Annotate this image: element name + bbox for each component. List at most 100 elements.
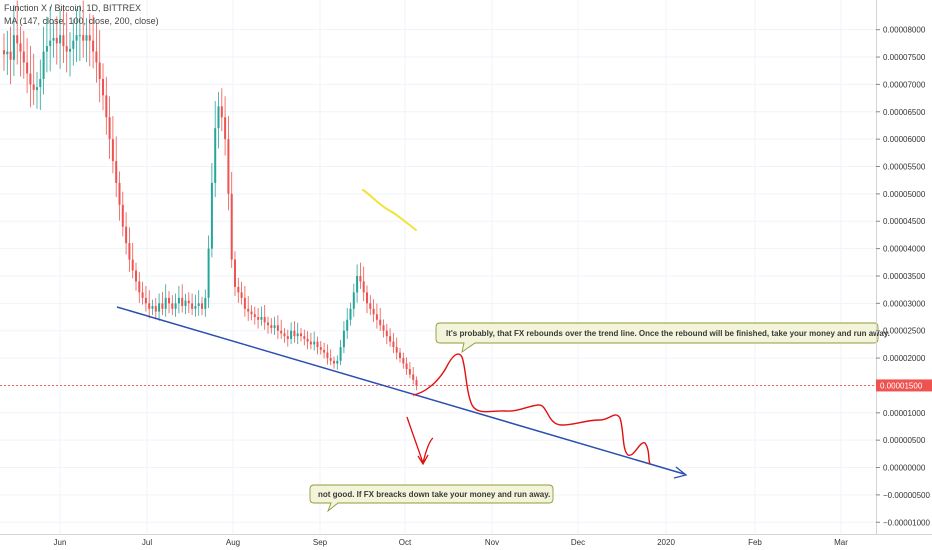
breakdown-arrow xyxy=(406,416,434,466)
x-tick-label: Feb xyxy=(748,538,762,547)
candle-body xyxy=(359,275,362,282)
candle-body xyxy=(201,303,203,309)
y-tick-label: 0.00002000 xyxy=(883,354,926,363)
candle-body xyxy=(267,322,269,326)
candle-body xyxy=(158,303,161,312)
candle-body xyxy=(9,51,12,60)
candle-body xyxy=(402,358,405,364)
candle-body xyxy=(164,297,167,309)
candle-body xyxy=(121,204,124,227)
y-tick-label: 0.00001000 xyxy=(883,409,926,418)
candle-body xyxy=(333,360,335,364)
rebound-note-text: It's probably, that FX rebounds over the… xyxy=(446,329,890,338)
candle-body xyxy=(326,352,329,359)
y-tick-label: −0.00000500 xyxy=(883,491,930,500)
candle-body xyxy=(366,292,368,304)
candle-body xyxy=(247,308,250,312)
candle-body xyxy=(399,352,401,359)
y-tick-label: 0.00004000 xyxy=(883,245,926,254)
candle-body xyxy=(194,306,197,309)
candle-body xyxy=(290,330,293,339)
candle-body xyxy=(111,139,114,162)
candle-body xyxy=(336,360,339,364)
x-tick-label: Mar xyxy=(834,538,848,547)
y-tick-label: 0.00004500 xyxy=(883,217,926,226)
x-tick-label: Jul xyxy=(142,538,152,547)
candle-body xyxy=(237,286,240,293)
rebound-path xyxy=(412,353,651,465)
candle-body xyxy=(240,292,243,298)
highlight-mark xyxy=(362,189,417,231)
candle-body xyxy=(300,333,302,337)
svg-text:0.00001500: 0.00001500 xyxy=(880,381,923,390)
candle-body xyxy=(375,314,378,320)
y-tick-label: 0.00002500 xyxy=(883,327,926,336)
candle-body xyxy=(313,341,316,345)
candle-body xyxy=(379,319,382,326)
y-tick-label: 0.00000500 xyxy=(883,436,926,445)
candle-body xyxy=(283,333,286,337)
price-axis[interactable]: 0.00008000 0.00007500 0.00007000 0.00006500… xyxy=(876,26,930,528)
candle-body xyxy=(19,43,22,52)
candle-body xyxy=(273,325,276,328)
candle-body xyxy=(36,87,38,90)
candle-body xyxy=(204,297,207,309)
candle-body xyxy=(108,117,111,140)
candle-body xyxy=(191,303,194,309)
y-tick-label: 0.00006500 xyxy=(883,108,926,117)
candle-body xyxy=(95,51,98,63)
x-tick-label: Aug xyxy=(226,538,240,547)
candle-body xyxy=(306,338,309,342)
candle-body xyxy=(346,319,349,331)
candle-body xyxy=(389,336,392,342)
candle-body xyxy=(234,259,236,287)
candle-body xyxy=(135,270,137,282)
candle-body xyxy=(45,46,48,52)
y-tick-label: −0.00001000 xyxy=(883,518,930,527)
y-tick-label: 0.00005000 xyxy=(883,190,926,199)
candle-body xyxy=(151,306,154,309)
candle-body xyxy=(168,297,170,304)
candle-body xyxy=(144,297,147,304)
candle-body xyxy=(316,341,319,348)
breakdown-note-text: not good. If FX breacks down take your m… xyxy=(318,490,550,499)
candle-body xyxy=(102,78,104,96)
candle-body xyxy=(250,311,253,315)
candle-body xyxy=(197,303,200,307)
y-tick-label: 0.00006000 xyxy=(883,135,926,144)
candle-body xyxy=(286,336,289,339)
y-tick-label: 0.00000000 xyxy=(883,464,926,473)
candle-body xyxy=(356,275,359,293)
y-tick-label: 0.00003500 xyxy=(883,272,926,281)
candle-body xyxy=(181,297,184,307)
candle-body xyxy=(372,308,375,315)
rebound-note[interactable]: It's probably, that FX rebounds over the… xyxy=(435,322,890,354)
candle-body xyxy=(369,303,372,309)
candle-body xyxy=(415,379,418,386)
candle-body xyxy=(171,303,174,309)
x-tick-label: Dec xyxy=(571,538,585,547)
candle-body xyxy=(342,330,345,348)
candle-body xyxy=(227,139,230,194)
x-tick-label: Sep xyxy=(313,538,328,547)
breakdown-note[interactable]: not good. If FX breacks down take your m… xyxy=(309,484,554,513)
candle-body xyxy=(270,325,273,328)
time-axis[interactable]: Jun Jul Aug Sep Oct Nov Dec 2020 Feb Mar xyxy=(54,538,849,547)
candle-body xyxy=(263,317,266,323)
candle-body xyxy=(210,182,213,249)
candle-body xyxy=(243,297,246,309)
candle-body xyxy=(22,51,25,63)
indicator-label: MA (147, close, 100, close, 200, close) xyxy=(4,16,159,26)
candle-body xyxy=(59,35,62,44)
candle-body xyxy=(323,349,326,353)
y-tick-label: 0.00003000 xyxy=(883,299,926,308)
chart-title: Function X / Bitcoin, 1D, BITTREX xyxy=(4,3,142,13)
candle-body xyxy=(65,46,68,52)
candle-body xyxy=(408,369,411,375)
candle-body xyxy=(293,330,296,337)
candle-body xyxy=(395,347,398,353)
candle-body xyxy=(78,35,81,37)
x-tick-label: Nov xyxy=(485,538,499,547)
candle-body xyxy=(72,40,75,49)
